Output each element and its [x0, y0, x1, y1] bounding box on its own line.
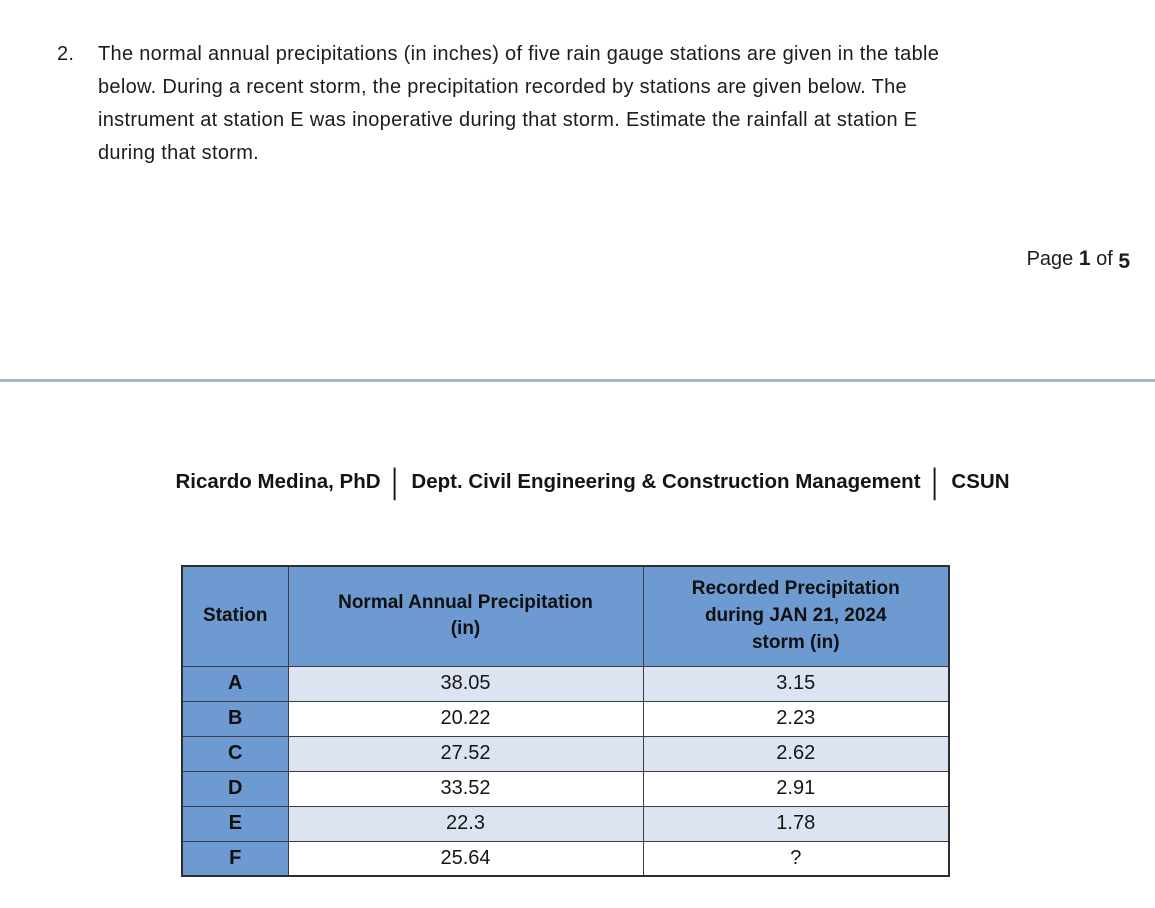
header-recorded-precip: Recorded Precipitation during JAN 21, 20… — [642, 565, 950, 667]
normal-precip-cell: 33.52 — [287, 770, 644, 807]
byline-department: Dept. Civil Engineering & Construction M… — [411, 470, 921, 493]
normal-precip-cell: 20.22 — [287, 700, 644, 737]
byline: Ricardo Medina, PhD │ Dept. Civil Engineer… — [30, 468, 1155, 499]
header-normal-precip: Normal Annual Precipitation (in) — [287, 565, 644, 667]
normal-precip-cell: 25.64 — [287, 840, 644, 877]
recorded-precip-cell: 1.78 — [642, 805, 950, 842]
question-block: 2. The normal annual precipitations (in … — [57, 38, 1108, 170]
byline-separator-1: │ — [387, 468, 405, 498]
normal-precip-cell: 22.3 — [287, 805, 644, 842]
byline-institution: CSUN — [951, 470, 1010, 493]
page-indicator: Page 1 of 5 — [1026, 247, 1130, 273]
precipitation-table: Station Normal Annual Precipitation (in)… — [181, 565, 950, 877]
question-line-4: during that storm. — [98, 142, 260, 164]
station-cell: C — [181, 735, 289, 772]
normal-precip-cell: 38.05 — [287, 665, 644, 702]
recorded-precip-cell: 2.23 — [642, 700, 950, 737]
recorded-precip-cell: ? — [642, 840, 950, 877]
question-line-1: The normal annual precipitations (in inc… — [98, 43, 940, 65]
table-row-a: A 38.05 3.15 — [181, 665, 950, 702]
byline-separator-2: │ — [927, 468, 945, 498]
station-cell: A — [181, 665, 289, 702]
recorded-precip-cell: 3.15 — [642, 665, 950, 702]
recorded-precip-cell: 2.91 — [642, 770, 950, 807]
page-number-current: 1 — [1078, 247, 1091, 270]
horizontal-divider — [0, 379, 1155, 382]
table-row-d: D 33.52 2.91 — [181, 770, 950, 807]
table-row-f: F 25.64 ? — [181, 840, 950, 877]
station-cell: F — [181, 840, 289, 877]
question-number: 2. — [57, 43, 75, 65]
normal-precip-cell: 27.52 — [287, 735, 644, 772]
question-line-3: instrument at station E was inoperative … — [98, 109, 918, 131]
recorded-precip-cell: 2.62 — [642, 735, 950, 772]
page-indicator-middle: of — [1090, 248, 1119, 270]
page-indicator-prefix: Page — [1026, 248, 1079, 270]
table-row-e: E 22.3 1.78 — [181, 805, 950, 842]
question-line-2: below. During a recent storm, the precip… — [98, 76, 907, 98]
station-cell: E — [181, 805, 289, 842]
header-station: Station — [181, 565, 289, 667]
question-text: The normal annual precipitations (in inc… — [98, 38, 1108, 170]
station-cell: B — [181, 700, 289, 737]
byline-author: Ricardo Medina, PhD — [175, 470, 381, 493]
page-number-total: 5 — [1118, 250, 1130, 273]
table-row-c: C 27.52 2.62 — [181, 735, 950, 772]
station-cell: D — [181, 770, 289, 807]
table-row-b: B 20.22 2.23 — [181, 700, 950, 737]
table-header-row: Station Normal Annual Precipitation (in)… — [181, 565, 950, 667]
